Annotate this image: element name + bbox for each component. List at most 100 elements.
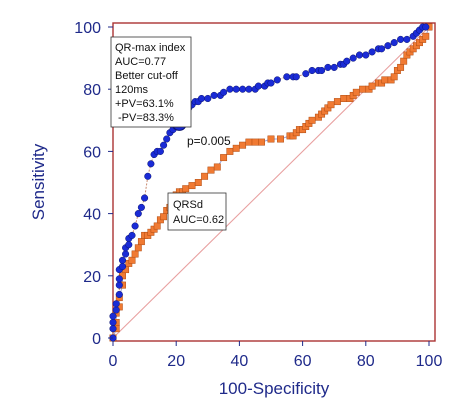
qrmax-point-7 bbox=[115, 281, 123, 289]
qrmax-point-53 bbox=[283, 73, 291, 81]
annotation-qrmax-line-2: AUC=0.77 bbox=[115, 56, 166, 68]
qrsd-point-32 bbox=[213, 163, 221, 171]
qrmax-point-73 bbox=[397, 35, 405, 43]
qrsd-point-33 bbox=[220, 154, 228, 162]
annotation-qrsd: QRSd AUC=0.62 bbox=[167, 192, 227, 231]
qrmax-point-67 bbox=[362, 51, 370, 59]
qrsd-point-65 bbox=[381, 76, 389, 84]
qrmax-point-52 bbox=[273, 76, 281, 84]
qrmax-point-19 bbox=[137, 203, 145, 211]
qrmax-point-27 bbox=[163, 135, 171, 143]
x-tick-label-0: 0 bbox=[109, 353, 118, 370]
qrmax-point-2 bbox=[109, 318, 117, 326]
qrmax-point-56 bbox=[302, 70, 310, 78]
qrsd-point-13 bbox=[137, 238, 145, 246]
qrmax-point-3 bbox=[109, 312, 117, 320]
qrsd-point-29 bbox=[194, 179, 202, 186]
qrsd-point-60 bbox=[359, 85, 367, 93]
annotation-qrsd-line-2: AUC=0.62 bbox=[173, 214, 224, 226]
qrsd-point-70 bbox=[400, 57, 408, 65]
annotation-qrmax-line-3: Better cut-off bbox=[115, 70, 179, 82]
qrmax-point-5 bbox=[112, 300, 120, 308]
qrsd-point-37 bbox=[245, 138, 253, 146]
reference-diagonal bbox=[112, 26, 430, 339]
qrsd-point-54 bbox=[327, 101, 335, 109]
x-axis-label: 100-Specificity bbox=[219, 379, 330, 398]
qrmax-point-11 bbox=[118, 256, 127, 264]
qrsd-point-12 bbox=[134, 244, 142, 252]
annotation-qrmax: QR-max index AUC=0.77 Better cut-off 120… bbox=[110, 36, 192, 128]
qrmax-point-38 bbox=[197, 94, 206, 103]
qrmax-point-10 bbox=[118, 262, 127, 271]
qrsd-point-59 bbox=[352, 88, 360, 96]
qrsd-point-67 bbox=[390, 73, 398, 81]
x-tick-label-2: 40 bbox=[231, 353, 249, 370]
qrsd-point-49 bbox=[308, 116, 316, 124]
qrsd-point-20 bbox=[160, 213, 168, 221]
qrmax-point-70 bbox=[378, 45, 386, 53]
annotation-qrsd-line-1: QRSd bbox=[173, 199, 203, 211]
qrmax-point-25 bbox=[156, 147, 164, 155]
qrmax-point-16 bbox=[128, 231, 136, 239]
qrmax-point-20 bbox=[141, 194, 149, 202]
qrsd-point-69 bbox=[397, 63, 405, 71]
qrmax-point-61 bbox=[330, 63, 338, 71]
qrmax-point-51 bbox=[267, 79, 275, 87]
x-tick-labels: 0 20 40 60 80 100 bbox=[109, 341, 443, 370]
qrsd-point-62 bbox=[368, 82, 376, 90]
qrsd-point-11 bbox=[131, 250, 139, 258]
annotation-qrmax-line-6: -PV=83.3% bbox=[118, 112, 174, 124]
qrmax-point-6 bbox=[115, 290, 123, 299]
qrsd-point-55 bbox=[333, 98, 341, 106]
qrmax-point-14 bbox=[125, 241, 133, 249]
plot-frame bbox=[112, 22, 436, 342]
qrmax-point-39 bbox=[204, 94, 212, 103]
qrsd-point-18 bbox=[153, 222, 161, 230]
qrmax-point-71 bbox=[384, 42, 392, 50]
qrmax-point-68 bbox=[368, 48, 376, 56]
y-tick-label-0: 0 bbox=[92, 331, 101, 348]
annotation-qrmax-line-5: +PV=63.1% bbox=[115, 98, 174, 110]
qrmax-point-74 bbox=[403, 35, 411, 43]
qrmax-point-4 bbox=[112, 306, 120, 314]
qrmax-point-18 bbox=[134, 210, 142, 218]
y-tick-label-1: 20 bbox=[83, 269, 101, 286]
qrsd-point-39 bbox=[258, 138, 265, 146]
qrsd-point-38 bbox=[251, 138, 259, 146]
qrmax-point-21 bbox=[144, 172, 152, 180]
qrmax-point-66 bbox=[355, 51, 364, 59]
qrmax-point-60 bbox=[324, 63, 332, 71]
y-tick-label-2: 40 bbox=[83, 207, 101, 224]
qrsd-point-28 bbox=[188, 182, 196, 190]
qrmax-point-17 bbox=[131, 222, 139, 230]
qrmax-point-48 bbox=[254, 82, 262, 90]
annotation-qrmax-line-4: 120ms bbox=[115, 84, 149, 96]
qrmax-point-55 bbox=[292, 73, 300, 81]
qrmax-point-42 bbox=[220, 88, 228, 96]
qrmax-point-26 bbox=[160, 141, 168, 149]
x-tick-label-3: 60 bbox=[294, 353, 312, 370]
qrmax-point-40 bbox=[210, 91, 218, 99]
qrmax-point-65 bbox=[349, 54, 357, 62]
qrmax-point-59 bbox=[318, 66, 326, 75]
qrsd-point-41 bbox=[277, 135, 284, 143]
markers-qrmax bbox=[109, 23, 430, 342]
qrmax-point-43 bbox=[226, 85, 234, 93]
x-tick-label-5: 100 bbox=[416, 353, 443, 370]
qrmax-point-45 bbox=[239, 85, 247, 93]
y-tick-label-5: 100 bbox=[74, 20, 101, 37]
qrmax-point-8 bbox=[115, 275, 123, 283]
qrmax-point-64 bbox=[343, 57, 351, 65]
qrsd-point-40 bbox=[267, 135, 275, 143]
qrmax-point-1 bbox=[109, 325, 117, 333]
x-tick-label-4: 80 bbox=[357, 353, 375, 370]
qrmax-point-57 bbox=[308, 66, 316, 75]
qrsd-point-30 bbox=[201, 172, 209, 180]
qrmax-point-22 bbox=[147, 160, 155, 168]
qrsd-point-10 bbox=[128, 256, 136, 264]
qrmax-point-46 bbox=[245, 85, 253, 93]
y-axis-label: Sensitivity bbox=[29, 143, 48, 220]
y-tick-labels: 0 20 40 60 80 100 bbox=[74, 20, 113, 348]
annotation-qrsd-box bbox=[167, 192, 227, 231]
